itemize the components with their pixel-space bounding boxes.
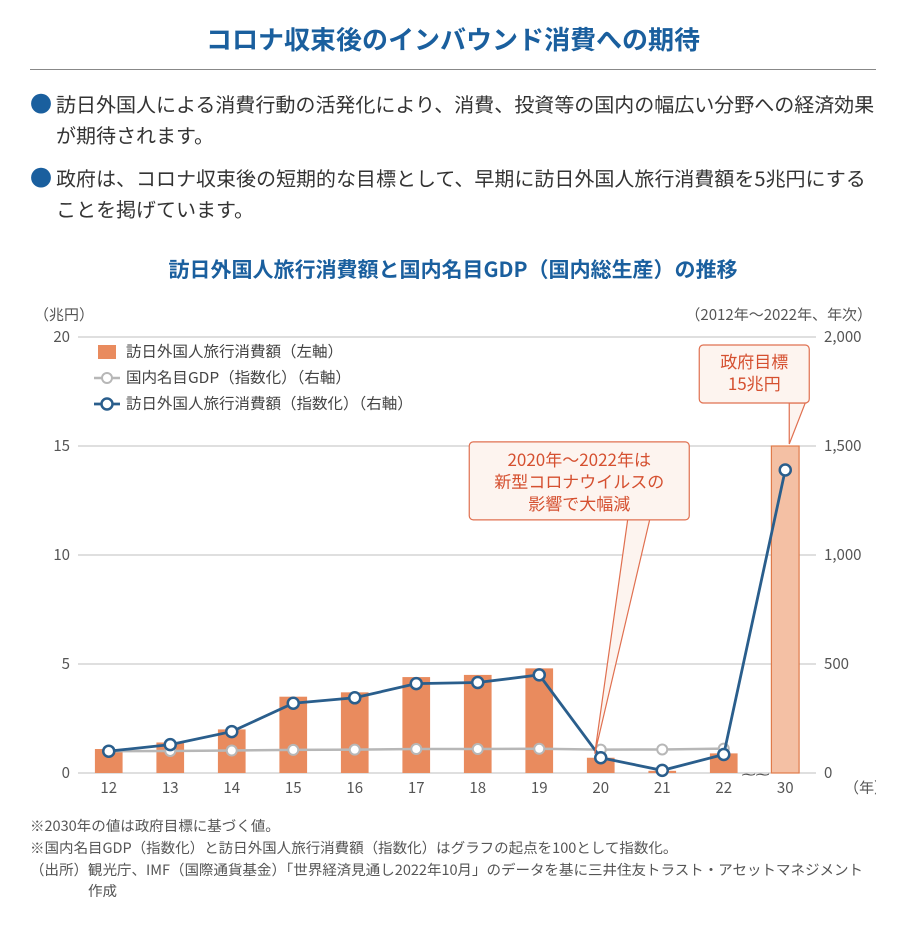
svg-text:20: 20: [53, 327, 70, 347]
chart-title: 訪日外国人旅行消費額と国内名目GDP（国内総生産）の推移: [30, 254, 876, 284]
svg-text:19: 19: [531, 777, 548, 798]
bullet-text: 訪日外国人による消費行動の活発化により、消費、投資等の国内の幅広い分野への経済効…: [56, 88, 876, 150]
chart-notes: ※2030年の値は政府目標に基づく値。 ※国内名目GDP（指数化）と訪日外国人旅…: [30, 815, 876, 902]
svg-text:20: 20: [592, 777, 609, 798]
svg-text:0: 0: [824, 762, 832, 783]
left-axis-unit: （兆円）: [34, 304, 94, 325]
svg-text:0: 0: [62, 762, 70, 783]
svg-text:21: 21: [654, 777, 671, 798]
bar: [771, 446, 799, 773]
bullet-item: ● 訪日外国人による消費行動の活発化により、消費、投資等の国内の幅広い分野への経…: [30, 88, 876, 150]
svg-text:1,000: 1,000: [824, 544, 861, 565]
svg-text:⁓⁓: ⁓⁓: [741, 764, 770, 784]
chart-period-label: （2012年〜2022年、年次）: [685, 304, 872, 325]
svg-text:18: 18: [469, 777, 486, 798]
bullet-list: ● 訪日外国人による消費行動の活発化により、消費、投資等の国内の幅広い分野への経…: [30, 88, 876, 224]
bullet-item: ● 政府は、コロナ収束後の短期的な目標として、早期に訪日外国人旅行消費額を5兆円…: [30, 162, 876, 224]
svg-text:15: 15: [53, 435, 70, 456]
svg-text:1,500: 1,500: [824, 435, 861, 456]
svg-text:15兆円: 15兆円: [728, 370, 781, 395]
svg-text:15: 15: [285, 777, 302, 798]
note-line: ※国内名目GDP（指数化）と訪日外国人旅行消費額（指数化）はグラフの起点を100…: [30, 837, 876, 859]
svg-text:（年）: （年）: [844, 777, 876, 798]
bullet-dot-icon: ●: [30, 162, 52, 193]
svg-text:2,000: 2,000: [824, 327, 861, 347]
svg-text:12: 12: [100, 777, 117, 798]
source-label: （出所）: [30, 859, 88, 903]
bar: [525, 668, 553, 773]
bullet-dot-icon: ●: [30, 88, 52, 119]
bar: [402, 677, 430, 773]
svg-text:国内名目GDP（指数化）（右軸）: 国内名目GDP（指数化）（右軸）: [126, 366, 351, 388]
svg-text:14: 14: [223, 777, 240, 798]
svg-text:17: 17: [408, 777, 425, 798]
svg-text:訪日外国人旅行消費額（指数化）（右軸）: 訪日外国人旅行消費額（指数化）（右軸）: [126, 392, 413, 414]
svg-text:30: 30: [777, 777, 794, 798]
svg-text:16: 16: [346, 777, 363, 798]
svg-text:13: 13: [162, 777, 179, 798]
chart-svg: 0 5 10 15 20 0 500 1,000 1,500 2,000 12 13 14 15 16 17 1…: [30, 327, 876, 807]
svg-text:5: 5: [62, 653, 70, 674]
svg-text:22: 22: [715, 777, 732, 798]
svg-text:訪日外国人旅行消費額（左軸）: 訪日外国人旅行消費額（左軸）: [126, 340, 343, 362]
svg-text:影響で大幅減: 影響で大幅減: [528, 490, 630, 515]
bullet-text: 政府は、コロナ収束後の短期的な目標として、早期に訪日外国人旅行消費額を5兆円にす…: [56, 162, 876, 224]
svg-text:10: 10: [53, 544, 70, 565]
page-title: コロナ収束後のインバウンド消費への期待: [30, 20, 876, 70]
chart-container: （兆円） （2012年〜2022年、年次） 0 5 10 15 20 0 500 1,000 1…: [30, 304, 876, 807]
svg-text:500: 500: [824, 653, 849, 674]
source-text: 観光庁、IMF（国際通貨基金）「世界経済見通し2022年10月」のデータを基に三…: [88, 859, 876, 903]
note-line: ※2030年の値は政府目標に基づく値。: [30, 815, 876, 837]
bar: [464, 675, 492, 773]
